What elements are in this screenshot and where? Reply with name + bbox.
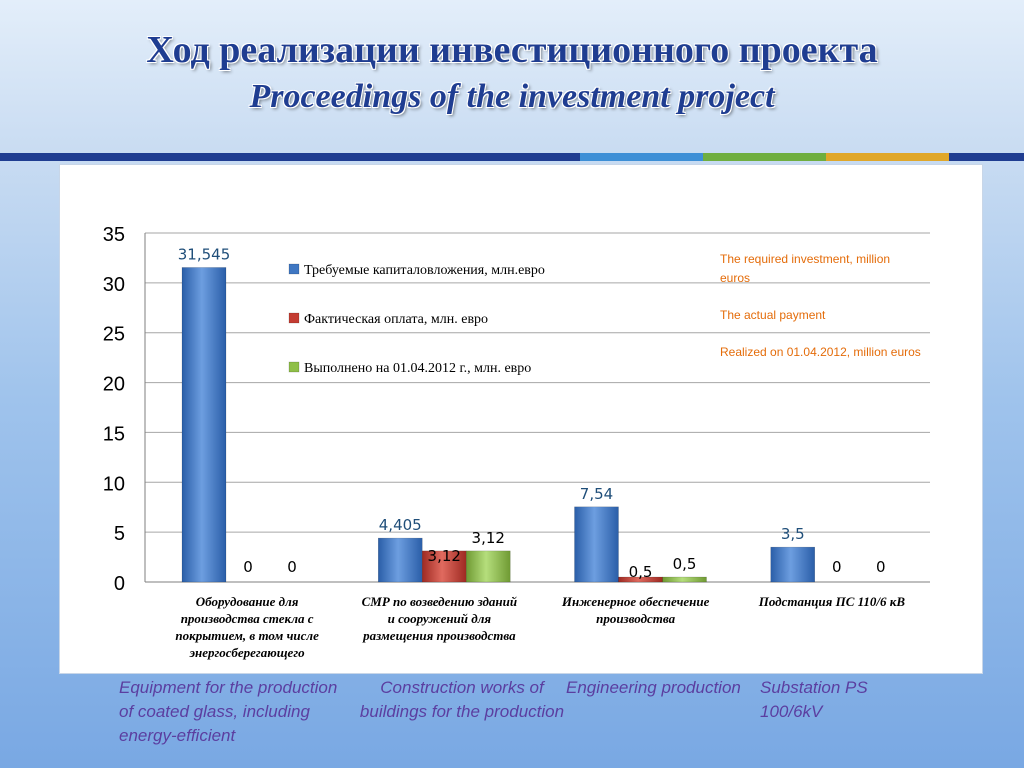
y-tick-label: 30 — [103, 274, 125, 296]
legend-label-1: Требуемые капиталовложения, млн.евро — [304, 263, 545, 278]
data-label: 4,405 — [379, 516, 422, 534]
data-label: 0 — [832, 558, 842, 576]
bar-1-3 — [574, 506, 619, 583]
y-tick-label: 20 — [103, 374, 125, 396]
legend-swatch-1 — [288, 263, 300, 275]
chart-panel — [59, 164, 983, 674]
category-label-en-2: Construction works of buildings for the … — [359, 678, 565, 721]
data-label: 0 — [243, 558, 253, 576]
data-label: 31,545 — [178, 245, 231, 263]
header-stripe-navy-left — [0, 153, 580, 161]
category-label-en-1: Equipment for the production of coated g… — [119, 678, 338, 745]
legend-swatch-2 — [288, 312, 300, 324]
category-label-ru-3: Инженерное обеспечение производства — [561, 594, 710, 626]
category-label-en-3: Engineering production — [566, 678, 741, 697]
data-label: 3,5 — [781, 525, 805, 543]
y-tick-label: 35 — [103, 224, 125, 246]
legend-label-3: Выполнено на 01.04.2012 г., млн. евро — [304, 361, 531, 376]
y-tick-label: 25 — [103, 324, 125, 346]
slide-title-ru: Ход реализации инвестиционного проекта — [146, 29, 878, 71]
annotation-realized: Realized on 01.04.2012, million euros — [720, 345, 921, 359]
y-tick-label: 5 — [114, 523, 125, 545]
data-label: 0,5 — [629, 563, 653, 581]
category-label-ru-2: СМР по возведению зданий и сооружений для… — [362, 594, 517, 643]
category-label-en-4: Substation PS 100/6kV — [760, 678, 868, 721]
bar-3-2 — [466, 550, 511, 583]
annotation-required-investment: The required investment, million euros — [720, 252, 890, 285]
data-label: 7,54 — [580, 485, 613, 503]
header-stripe-gold — [826, 153, 949, 161]
y-tick-label: 0 — [114, 573, 125, 595]
legend-swatch-3 — [288, 361, 300, 373]
y-tick-label: 10 — [103, 473, 125, 495]
annotation-actual-payment: The actual payment — [720, 308, 826, 322]
bar-2-2 — [422, 550, 467, 583]
bar-3-3 — [662, 576, 707, 583]
legend-label-2: Фактическая оплата, млн. евро — [304, 312, 488, 327]
bar-1-2 — [378, 537, 423, 583]
data-label: 0,5 — [673, 555, 697, 573]
bar-1-1 — [181, 267, 227, 583]
data-label: 3,12 — [428, 547, 461, 565]
y-tick-label: 15 — [103, 423, 125, 445]
header-stripe-green — [703, 153, 826, 161]
category-label-ru-1: Оборудование для производства стекла с пок… — [175, 594, 319, 660]
data-label: 0 — [876, 558, 886, 576]
category-label-ru-4: Подстанция ПС 110/6 кВ — [758, 594, 906, 609]
data-label: 3,12 — [472, 529, 505, 547]
header-stripe-navy-right — [949, 153, 1024, 161]
bar-1-4 — [770, 546, 815, 583]
data-label: 0 — [287, 558, 297, 576]
slide-title-en: Proceedings of the investment project — [249, 78, 775, 115]
header-stripe-blue — [580, 153, 703, 161]
